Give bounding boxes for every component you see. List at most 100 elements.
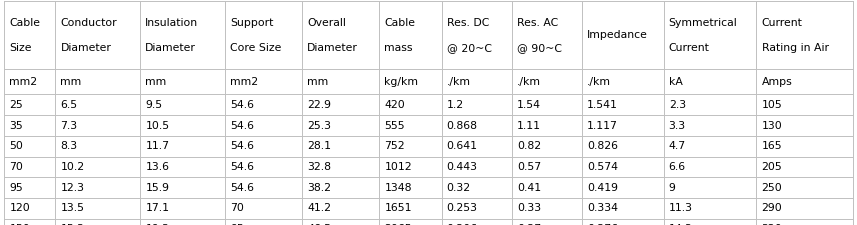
Text: 41.2: 41.2: [308, 203, 332, 213]
Text: 205: 205: [762, 162, 782, 172]
Text: 0.57: 0.57: [517, 162, 541, 172]
Text: 11.7: 11.7: [146, 141, 170, 151]
Text: 1012: 1012: [385, 162, 412, 172]
Text: 54.6: 54.6: [231, 141, 255, 151]
Text: 0.32: 0.32: [446, 183, 470, 193]
Text: Current: Current: [762, 18, 802, 28]
Text: 32.8: 32.8: [308, 162, 332, 172]
Text: mass: mass: [385, 43, 413, 53]
Text: @ 20~C: @ 20~C: [446, 43, 492, 53]
Text: 13.5: 13.5: [60, 203, 84, 213]
Text: 290: 290: [762, 203, 782, 213]
Text: mm2: mm2: [9, 76, 38, 87]
Text: 15.9: 15.9: [146, 183, 170, 193]
Text: Overall: Overall: [308, 18, 346, 28]
Text: 54.6: 54.6: [231, 121, 255, 130]
Text: 1348: 1348: [385, 183, 412, 193]
Text: 4.7: 4.7: [668, 141, 686, 151]
Text: 0.276: 0.276: [587, 224, 618, 225]
Text: 28.1: 28.1: [308, 141, 332, 151]
Text: 2.3: 2.3: [668, 100, 686, 110]
Text: 1651: 1651: [385, 203, 412, 213]
Text: 25: 25: [9, 100, 23, 110]
Text: 0.334: 0.334: [587, 203, 618, 213]
Text: mm: mm: [308, 76, 328, 87]
Text: 1.117: 1.117: [587, 121, 618, 130]
Text: 54.6: 54.6: [231, 100, 255, 110]
Text: 10.5: 10.5: [146, 121, 170, 130]
Text: 120: 120: [9, 203, 30, 213]
Text: 1.541: 1.541: [587, 100, 618, 110]
Text: 35: 35: [9, 121, 23, 130]
Text: @ 90~C: @ 90~C: [517, 43, 562, 53]
Text: ./km: ./km: [587, 76, 611, 87]
Text: Res. AC: Res. AC: [517, 18, 558, 28]
Text: kg/km: kg/km: [385, 76, 418, 87]
Text: 6.6: 6.6: [668, 162, 686, 172]
Text: 0.443: 0.443: [446, 162, 477, 172]
Text: 11.3: 11.3: [668, 203, 692, 213]
Text: 0.41: 0.41: [517, 183, 541, 193]
Text: 250: 250: [762, 183, 782, 193]
Text: 1.2: 1.2: [446, 100, 464, 110]
Text: 12.3: 12.3: [60, 183, 84, 193]
Text: 420: 420: [385, 100, 405, 110]
Text: 0.574: 0.574: [587, 162, 618, 172]
Text: kA: kA: [668, 76, 682, 87]
Text: 19.3: 19.3: [146, 224, 170, 225]
Text: 0.253: 0.253: [446, 203, 477, 213]
Text: ./km: ./km: [517, 76, 541, 87]
Text: 13.6: 13.6: [146, 162, 170, 172]
Text: Current: Current: [668, 43, 710, 53]
Text: 25.3: 25.3: [308, 121, 332, 130]
Text: 38.2: 38.2: [308, 183, 332, 193]
Text: mm2: mm2: [231, 76, 259, 87]
Text: 0.641: 0.641: [446, 141, 477, 151]
Text: 14.2: 14.2: [668, 224, 692, 225]
Text: 9: 9: [668, 183, 675, 193]
Text: 10.2: 10.2: [60, 162, 85, 172]
Text: mm: mm: [146, 76, 166, 87]
Text: Core Size: Core Size: [231, 43, 282, 53]
Text: 1.54: 1.54: [517, 100, 541, 110]
Text: Diameter: Diameter: [146, 43, 196, 53]
Text: 150: 150: [9, 224, 30, 225]
Text: 95: 95: [231, 224, 244, 225]
Text: Insulation: Insulation: [146, 18, 199, 28]
Text: 54.6: 54.6: [231, 162, 255, 172]
Text: Cable: Cable: [9, 18, 40, 28]
Text: Diameter: Diameter: [60, 43, 111, 53]
Text: Diameter: Diameter: [308, 43, 358, 53]
Text: Size: Size: [9, 43, 32, 53]
Text: 22.9: 22.9: [308, 100, 332, 110]
Text: Rating in Air: Rating in Air: [762, 43, 829, 53]
Text: Cable: Cable: [385, 18, 416, 28]
Text: 8.3: 8.3: [60, 141, 77, 151]
Text: 46.5: 46.5: [308, 224, 332, 225]
Text: Conductor: Conductor: [60, 18, 117, 28]
Text: ./km: ./km: [446, 76, 470, 87]
Text: 752: 752: [385, 141, 405, 151]
Text: 0.868: 0.868: [446, 121, 477, 130]
Text: Impedance: Impedance: [587, 30, 648, 40]
Text: Amps: Amps: [762, 76, 793, 87]
Text: 3.3: 3.3: [668, 121, 686, 130]
Text: Symmetrical: Symmetrical: [668, 18, 737, 28]
Text: 105: 105: [762, 100, 782, 110]
Text: 0.82: 0.82: [517, 141, 541, 151]
Text: 95: 95: [9, 183, 23, 193]
Text: 320: 320: [762, 224, 782, 225]
Text: Res. DC: Res. DC: [446, 18, 489, 28]
Text: 15.3: 15.3: [60, 224, 84, 225]
Text: 9.5: 9.5: [146, 100, 163, 110]
Text: 0.826: 0.826: [587, 141, 618, 151]
Text: 54.6: 54.6: [231, 183, 255, 193]
Text: 6.5: 6.5: [60, 100, 77, 110]
Text: 1.11: 1.11: [517, 121, 541, 130]
Text: Support: Support: [231, 18, 273, 28]
Text: mm: mm: [60, 76, 81, 87]
Text: 70: 70: [231, 203, 244, 213]
Text: 7.3: 7.3: [60, 121, 77, 130]
Text: 50: 50: [9, 141, 23, 151]
Text: 0.33: 0.33: [517, 203, 541, 213]
